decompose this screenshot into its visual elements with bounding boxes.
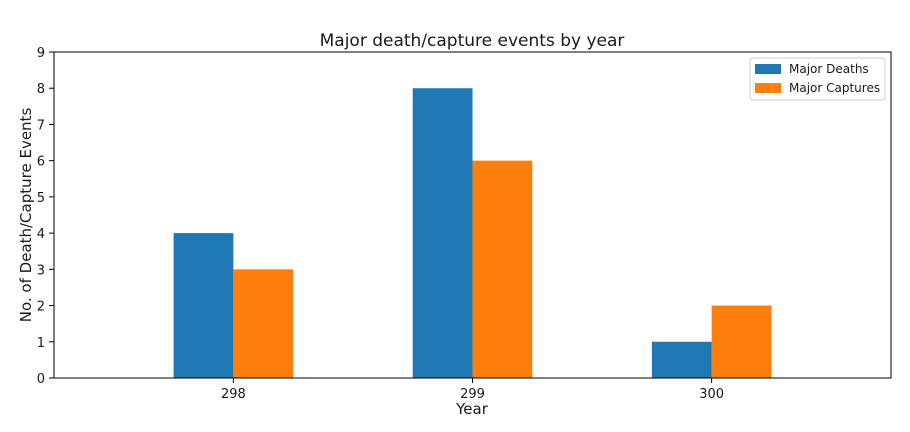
y-tick-label: 4 [37,227,45,242]
legend-label-major-captures: Major Captures [789,81,880,95]
y-tick-label: 1 [37,336,45,351]
bar-major-captures-299 [472,160,533,378]
x-tick-label: 299 [460,387,485,402]
legend-swatch-major-captures [755,83,781,93]
bar-major-deaths-299 [412,88,473,378]
y-axis: 0 1 2 3 4 5 6 7 8 9 [37,46,54,387]
x-tick-label: 298 [221,387,246,402]
y-tick-label: 7 [37,118,45,133]
y-tick-label: 6 [37,155,45,170]
y-tick-label: 3 [37,263,45,278]
legend-swatch-major-deaths [755,64,781,74]
x-axis-label: Year [455,400,489,418]
bar-major-deaths-300 [651,341,712,378]
y-axis-label: No. of Death/Capture Events [17,108,35,323]
legend: Major Deaths Major Captures [749,57,886,101]
y-tick-label: 2 [37,300,45,315]
bar-major-captures-298 [233,269,294,378]
bar-major-deaths-298 [173,233,234,378]
x-axis: 298 299 300 [221,378,724,402]
bar-major-captures-300 [711,305,772,378]
bars-layer [173,88,772,378]
y-tick-label: 5 [37,191,45,206]
legend-box [749,57,886,101]
y-tick-label: 9 [37,46,45,61]
y-tick-label: 8 [37,82,45,97]
x-tick-label: 300 [699,387,724,402]
chart-title: Major death/capture events by year [320,31,625,51]
y-tick-label: 0 [37,372,45,387]
legend-label-major-deaths: Major Deaths [789,62,869,76]
